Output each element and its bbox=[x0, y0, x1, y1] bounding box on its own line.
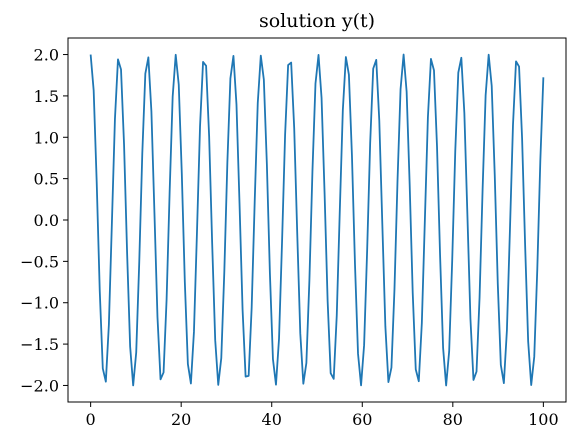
plot-area: 0 20 40 60 80 100 2.0 1.5 1.0 0.5 0.0 −0.5 −1.0 −1.5 −… bbox=[20, 37, 567, 429]
x-tick-label: 0 bbox=[86, 410, 96, 429]
x-tick-label: 20 bbox=[171, 410, 191, 429]
x-tick-label: 80 bbox=[443, 410, 463, 429]
chart-title: solution y(t) bbox=[259, 10, 375, 32]
y-tick-label: −1.0 bbox=[20, 294, 59, 313]
y-tick-label: −0.5 bbox=[20, 252, 59, 271]
y-tick-label: −1.5 bbox=[20, 335, 59, 354]
series-line-0 bbox=[89, 53, 545, 387]
y-tick-label: 1.0 bbox=[34, 128, 59, 147]
x-tick-label: 100 bbox=[528, 410, 559, 429]
y-tick-label: 0.0 bbox=[34, 211, 59, 230]
y-tick-label: 2.0 bbox=[34, 46, 59, 65]
y-tick-label: 1.5 bbox=[34, 87, 59, 106]
y-tick-label: 0.5 bbox=[34, 170, 59, 189]
x-tick-label: 60 bbox=[352, 410, 372, 429]
x-tick-label: 40 bbox=[262, 410, 282, 429]
y-tick-label: −2.0 bbox=[20, 376, 59, 395]
